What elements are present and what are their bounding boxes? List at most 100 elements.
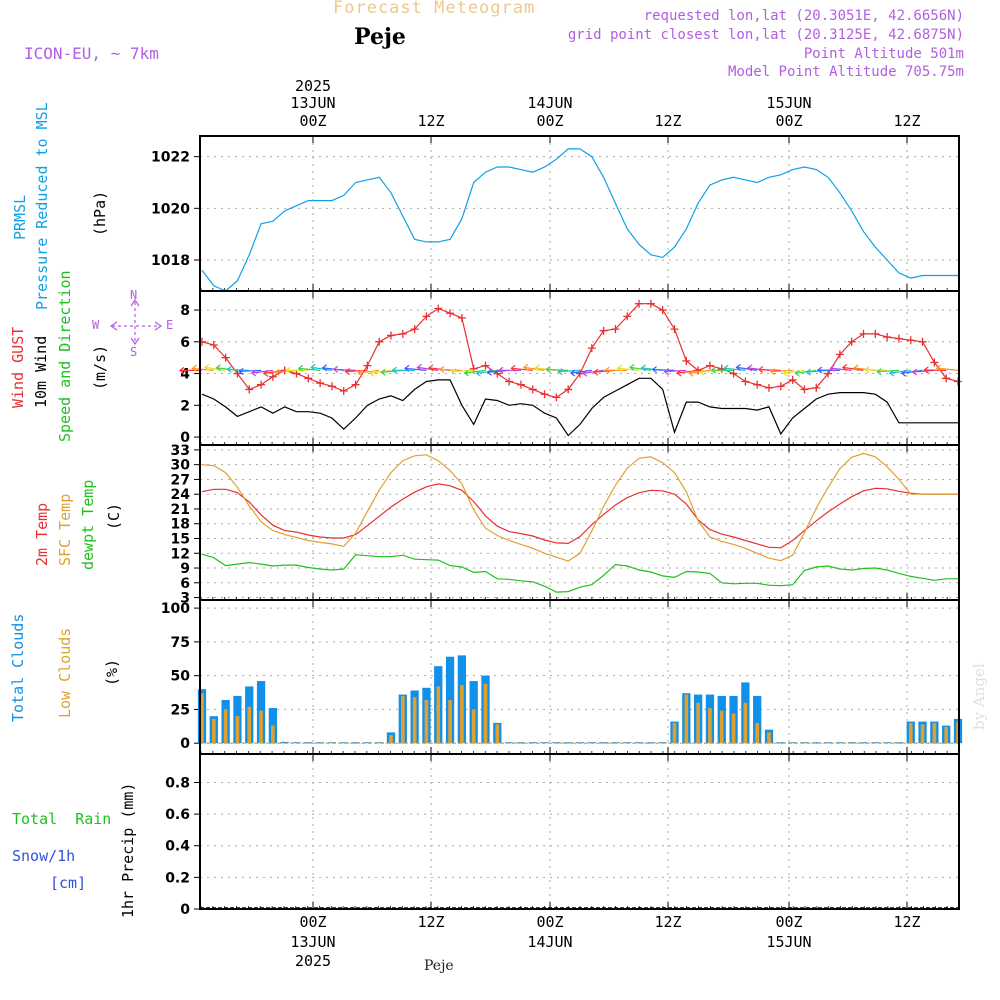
gust-point: [363, 361, 372, 370]
bottom-axis-label: 15JUN: [766, 933, 812, 951]
bottom-axis-label: 14JUN: [527, 933, 573, 951]
wind-arrowhead: [332, 365, 339, 373]
wind-arrow: [570, 369, 592, 374]
clouds-panel: 0 25 50 75 100: [161, 599, 963, 755]
y-tick-label: 15: [171, 531, 190, 547]
gust-point: [327, 382, 336, 391]
low-cloud-bar: [436, 686, 441, 744]
wind-arrowhead: [900, 369, 907, 377]
gust-point: [646, 299, 655, 308]
wind-arrowhead: [497, 366, 504, 374]
total-rain-label: Total Rain: [12, 810, 112, 828]
wind-arrowhead: [581, 369, 588, 377]
gust-point: [753, 380, 762, 389]
pressure-panel: 1018 1020 1022: [151, 135, 960, 292]
wind-arrowhead: [757, 366, 764, 374]
wind-arrowhead: [876, 368, 882, 376]
gust-point: [446, 309, 455, 318]
wind-arrowhead: [604, 366, 610, 374]
gust-point: [871, 329, 880, 338]
low-cloud-bar: [755, 722, 760, 744]
wind-arrowhead: [853, 364, 859, 372]
wind-arrow: [204, 366, 226, 371]
y-tick-label: 0: [180, 430, 190, 446]
gust-point: [847, 337, 856, 346]
pressure-frame: [199, 135, 960, 292]
bottom-axis-label: 12Z: [654, 913, 682, 931]
total-cloud-bar: [351, 742, 360, 744]
wind-arrow: [617, 367, 640, 371]
wind-arrowhead: [888, 369, 895, 377]
wind-arrowhead: [522, 363, 529, 371]
gust-point: [387, 331, 395, 340]
y-tick-label: 6: [180, 576, 190, 592]
y-tick-label: 100: [161, 601, 190, 617]
wind-arrow: [889, 369, 911, 374]
wind-arrowhead: [735, 363, 741, 371]
top-axis-label: 2025: [294, 77, 332, 95]
wind-arrow: [345, 369, 368, 373]
meteogram-title: Forecast Meteogram: [333, 0, 536, 18]
wind-arrowhead: [357, 369, 363, 377]
wind-arrow: [251, 369, 273, 374]
gust-point: [209, 340, 218, 349]
total-cloud-bar: [327, 742, 337, 744]
gust-point: [705, 361, 714, 370]
low-cloud-bar: [708, 708, 712, 744]
gust-point: [599, 326, 608, 335]
low-cloud-bar: [672, 722, 677, 744]
gust-point: [410, 325, 419, 334]
low-cloud-bar: [908, 722, 913, 744]
gust-point: [658, 306, 667, 315]
gust-point: [339, 387, 348, 396]
wind-arrow: [523, 366, 545, 371]
wind-arrowhead: [816, 366, 823, 374]
precip-frame: [199, 753, 960, 910]
gust-point: [906, 336, 915, 345]
y-tick-label: 1020: [151, 201, 190, 217]
wind-arrowhead: [215, 364, 221, 372]
low-cloud-bar: [731, 713, 736, 744]
low-cloud-bar: [389, 735, 393, 744]
low-cloud-bar: [211, 718, 216, 744]
y-tick-label: 0.4: [165, 839, 190, 855]
wind-arrowhead: [203, 363, 210, 371]
gust-point: [930, 358, 939, 367]
wind-arrow: [664, 369, 687, 373]
y-tick-label: 24: [171, 487, 191, 503]
wind-arrowhead: [640, 364, 646, 372]
wind-arrowhead: [663, 368, 669, 376]
wind-arrowhead: [438, 365, 445, 373]
low-cloud-bar: [767, 732, 771, 744]
wind-gust-line: [201, 303, 959, 399]
low-cloud-bar: [448, 699, 452, 744]
total-cloud-bar: [812, 742, 821, 744]
precip-panel: 0 0.2 0.4 0.6 0.8: [165, 753, 960, 918]
low-cloud-bar: [471, 709, 476, 744]
low-cloud-bar: [920, 724, 925, 744]
total-cloud-bar: [823, 742, 833, 744]
low-cloud-bar: [684, 694, 689, 744]
low-cloud-bar: [259, 710, 263, 744]
gust-point: [552, 393, 561, 402]
sfc-temp-line: [201, 452, 958, 562]
wind-arrowhead: [592, 368, 599, 376]
wind-arrow: [758, 368, 781, 371]
wind-arrowhead: [226, 365, 232, 373]
y-tick-label: 12: [171, 546, 190, 562]
gust-point: [741, 377, 750, 386]
compass-west: W: [92, 318, 100, 332]
wind-arrowhead: [616, 364, 623, 372]
low-cloud-bar: [743, 702, 748, 744]
total-cloud-bar: [280, 741, 289, 744]
y-tick-label: 50: [171, 669, 191, 685]
gust-point: [918, 337, 927, 346]
gust-point: [729, 369, 738, 378]
low-cloud-bar: [412, 697, 417, 744]
gust-point: [422, 312, 431, 321]
gust-point: [304, 374, 313, 383]
wind-arrowhead: [285, 366, 291, 374]
wind-arrow: [333, 368, 356, 371]
y-tick-label: 4: [180, 367, 190, 383]
